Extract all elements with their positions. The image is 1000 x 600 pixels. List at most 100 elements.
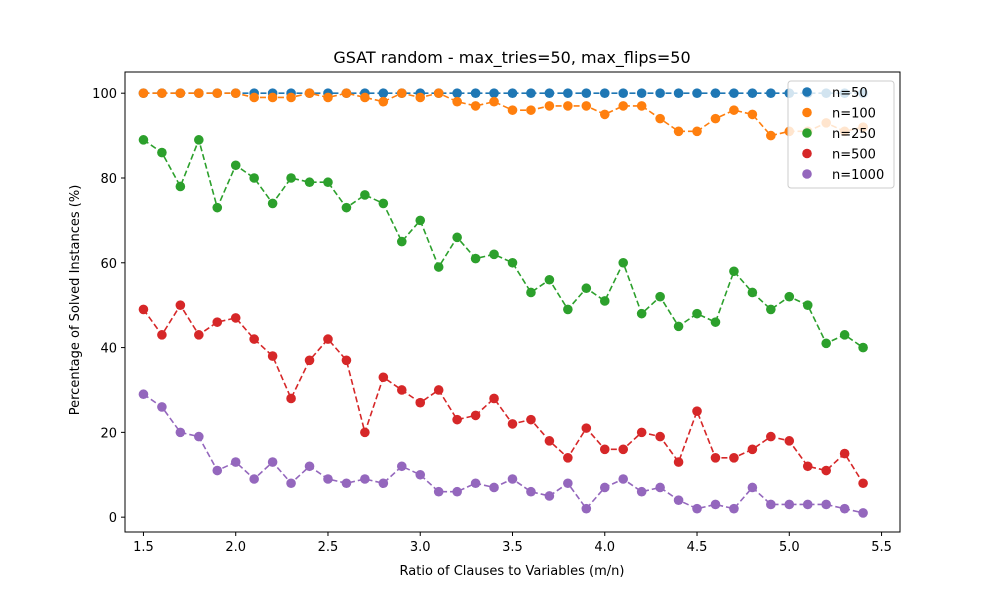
x-tick-label: 4.0	[594, 540, 615, 555]
data-point	[323, 474, 333, 484]
data-point	[858, 508, 868, 518]
data-point	[212, 202, 223, 213]
data-point	[581, 283, 592, 294]
legend-label: n=100	[832, 107, 876, 122]
series-line	[142, 303, 864, 484]
data-point	[415, 215, 426, 226]
data-point	[710, 317, 721, 327]
data-point	[396, 236, 407, 247]
x-tick-label: 5.5	[871, 540, 892, 555]
data-point	[673, 457, 684, 467]
data-point	[452, 232, 462, 243]
data-point	[747, 109, 758, 120]
data-point	[599, 88, 610, 98]
data-point	[230, 160, 241, 171]
data-point	[286, 393, 296, 404]
series-line	[142, 393, 864, 514]
data-point	[526, 486, 536, 497]
data-point	[194, 330, 204, 340]
data-point	[304, 461, 315, 472]
data-point	[858, 342, 868, 353]
data-point	[433, 486, 444, 497]
series-line	[143, 92, 864, 137]
data-point	[802, 300, 813, 310]
x-tick-label: 3.0	[410, 540, 431, 555]
data-point	[544, 436, 555, 446]
data-point	[839, 330, 850, 340]
data-point	[599, 482, 610, 493]
data-point	[692, 503, 702, 514]
data-point	[544, 101, 555, 111]
data-point	[212, 88, 223, 98]
data-point	[452, 96, 462, 107]
data-point	[470, 410, 481, 421]
data-point	[507, 88, 518, 98]
data-point	[175, 181, 186, 192]
data-point	[212, 317, 223, 327]
data-point	[766, 130, 776, 141]
data-point	[729, 266, 739, 277]
y-tick-label: 0	[109, 511, 117, 526]
data-point	[655, 431, 665, 442]
data-point	[433, 88, 444, 98]
data-point	[821, 465, 831, 476]
data-point	[655, 113, 665, 124]
data-point	[230, 457, 241, 467]
data-point	[507, 105, 518, 115]
data-point	[249, 173, 259, 183]
data-point	[249, 474, 259, 484]
data-point	[784, 291, 795, 302]
data-point	[452, 88, 462, 98]
plot-area: 1.5 2.0 2.5 3.0 3.5 4.0 4.5 5.0 5.5 0 20 40 60 80 100	[92, 71, 901, 555]
data-point	[636, 88, 647, 98]
data-point	[544, 88, 555, 98]
data-point	[341, 355, 352, 366]
data-point	[360, 474, 370, 484]
data-point	[618, 88, 629, 98]
data-point	[212, 465, 223, 476]
data-point	[710, 453, 721, 463]
data-point	[581, 503, 592, 514]
data-point	[821, 499, 831, 510]
legend-box	[787, 80, 895, 189]
data-point	[710, 113, 721, 124]
data-point	[544, 274, 555, 285]
data-point	[489, 393, 499, 404]
data-point	[415, 397, 426, 408]
data-point	[655, 291, 665, 302]
data-point	[673, 126, 684, 137]
data-point	[526, 105, 536, 115]
y-tick-label: 100	[92, 87, 117, 102]
data-point	[729, 453, 739, 463]
data-point	[230, 88, 241, 98]
y-tick-label: 80	[100, 172, 117, 187]
y-axis-label: Percentage of Solved Instances (%)	[68, 185, 83, 416]
data-point	[563, 101, 573, 111]
data-point	[138, 389, 149, 400]
data-point	[194, 135, 204, 145]
data-point	[747, 482, 758, 493]
data-point	[729, 88, 739, 98]
data-point	[821, 338, 831, 349]
data-point	[360, 92, 370, 103]
data-point	[286, 173, 296, 183]
data-point	[563, 88, 573, 98]
data-point	[267, 198, 278, 209]
data-point	[470, 88, 481, 98]
data-point	[138, 88, 149, 98]
data-point	[323, 92, 333, 103]
data-point	[415, 469, 426, 480]
data-point	[618, 474, 629, 484]
data-point	[304, 177, 315, 188]
data-point	[618, 101, 629, 111]
legend-marker	[802, 107, 812, 118]
legend-label: n=50	[832, 86, 868, 101]
data-point	[378, 96, 389, 107]
data-point	[360, 190, 370, 200]
data-point	[286, 478, 296, 489]
data-point	[636, 308, 647, 319]
data-point	[138, 135, 149, 145]
data-point	[636, 486, 647, 497]
data-point	[175, 300, 186, 310]
data-point	[747, 444, 758, 455]
